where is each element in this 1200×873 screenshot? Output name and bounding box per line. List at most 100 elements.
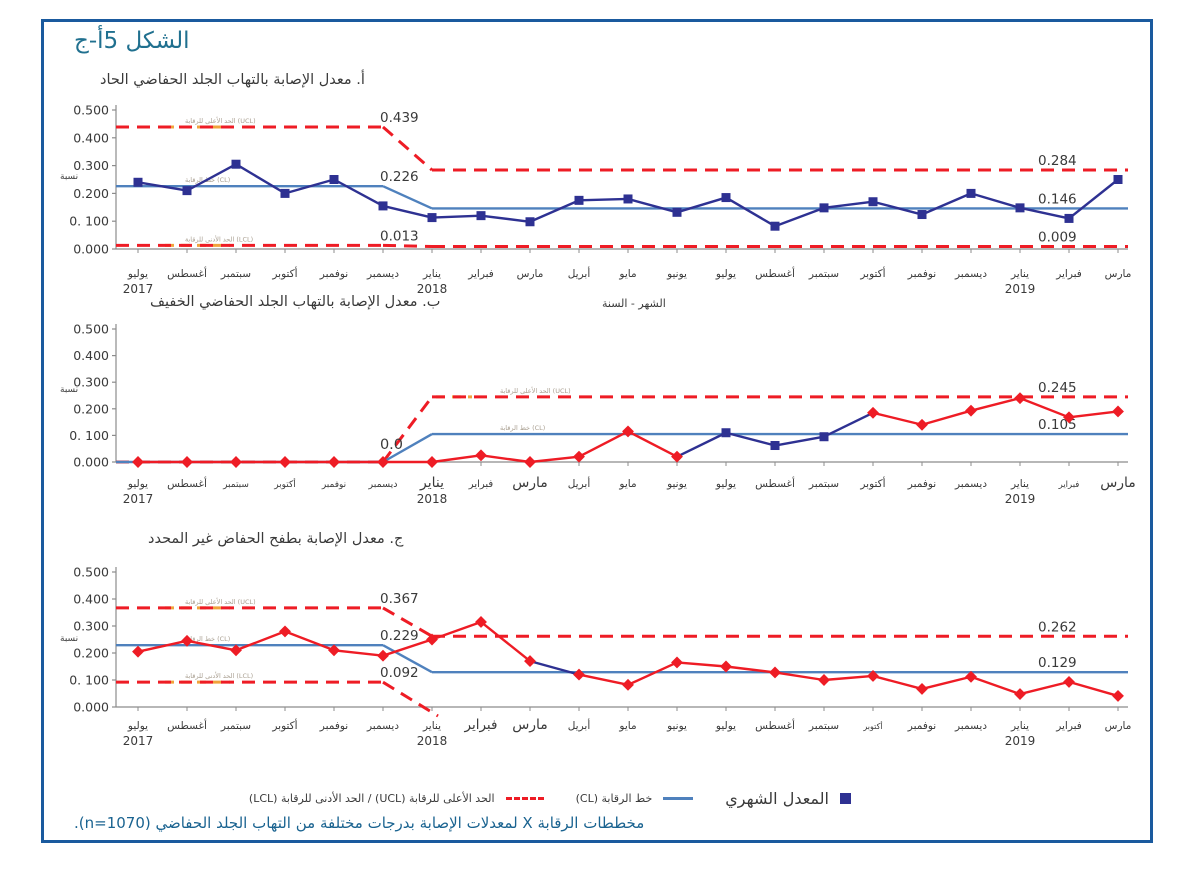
figure-caption: مخططات الرقابة X لمعدلات الإصابة بدرجات … xyxy=(74,814,645,832)
data-point xyxy=(181,456,193,468)
data-point xyxy=(769,666,781,679)
year-label: 2019 xyxy=(1005,734,1036,748)
chart-b-title: ب. معدل الإصابة بالتهاب الجلد الحفاضي ال… xyxy=(150,294,441,310)
data-point xyxy=(377,649,389,662)
data-point xyxy=(525,217,535,227)
figure-title: الشكل 5أ-ج xyxy=(74,28,190,54)
month-label: ديسمبر xyxy=(954,268,987,280)
month-label: يوليو xyxy=(127,478,148,490)
data-point xyxy=(1015,203,1025,213)
data-point xyxy=(524,456,536,468)
month-label: مارس xyxy=(1100,475,1136,491)
month-label: أبريل xyxy=(568,718,591,732)
data-point xyxy=(132,456,144,468)
value-label: 0.0 xyxy=(380,437,403,453)
chart-c: 0.500 0.400 0.300 0.200 0. 100 0.000 0.367 0.22… xyxy=(69,565,1131,749)
month-label: مايو xyxy=(618,478,636,490)
month-label: سبتمبر xyxy=(220,268,251,280)
year-label: 2018 xyxy=(417,282,448,296)
month-label: أغسطس xyxy=(167,266,207,280)
y-tick-label: 0.200 xyxy=(73,401,109,416)
month-label: يناير xyxy=(419,475,444,491)
month-label: يناير xyxy=(422,720,441,732)
month-label: مايو xyxy=(618,268,636,280)
lcl-line-annotation: الحد الأدنى للرقابة (LCL) xyxy=(185,234,253,243)
value-label: 0.284 xyxy=(1038,153,1077,169)
data-point xyxy=(966,188,976,198)
data-point xyxy=(427,213,437,223)
data-point xyxy=(280,188,290,198)
y-tick-label: 0.500 xyxy=(73,322,109,337)
data-point xyxy=(819,432,829,442)
month-label: نوفمبر xyxy=(907,720,936,732)
y-tick-label: 0.200 xyxy=(73,186,109,201)
axes: 0.500 0.400 0.300 0.200 0. 100 0.000 xyxy=(69,103,1128,257)
data-point xyxy=(965,404,977,417)
cl-line-annotation: خط الرقابة (CL) xyxy=(185,635,230,643)
data-series xyxy=(132,392,1124,468)
y-tick-label: 0.000 xyxy=(73,700,109,715)
month-label: أكتوبر xyxy=(271,718,297,732)
month-label: يوليو xyxy=(715,720,736,732)
data-point xyxy=(671,656,683,669)
month-label: أغسطس xyxy=(755,476,795,490)
legend-item-monthly-rate: المعدل الشهري xyxy=(725,789,851,808)
month-label: سبتمبر xyxy=(808,268,839,280)
y-tick-label: 0.000 xyxy=(73,242,109,257)
data-point xyxy=(1064,213,1074,223)
data-series xyxy=(133,159,1123,231)
data-point xyxy=(230,456,242,468)
month-labels: يوليو أغسطس سبتمبر أكتوبر نوفمبر ديسمبر يناير ف… xyxy=(123,266,1132,296)
data-point xyxy=(721,193,731,203)
month-label: مارس xyxy=(1105,268,1132,280)
month-label: فبراير xyxy=(1055,720,1082,732)
data-point xyxy=(770,441,780,451)
data-point xyxy=(573,450,585,463)
data-point xyxy=(475,449,487,462)
data-point xyxy=(770,221,780,231)
value-label: 0.129 xyxy=(1038,655,1077,671)
cl-line xyxy=(116,184,1128,210)
month-label: ديسمبر xyxy=(366,268,399,280)
month-label: يوليو xyxy=(127,720,148,732)
value-label: 0.367 xyxy=(380,591,419,607)
axes: 0.500 0.400 0.300 0.200 0. 100 0.000 xyxy=(69,322,1128,470)
month-label: سبتمبر xyxy=(808,720,839,732)
y-tick-label: 0.000 xyxy=(73,455,109,470)
chart-b: 0.500 0.400 0.300 0.200 0. 100 0.000 0.0 0.2450… xyxy=(69,322,1136,507)
ucl-line xyxy=(116,606,1128,638)
chart-a-title: أ. معدل الإصابة بالتهاب الجلد الحفاضي ال… xyxy=(100,72,365,88)
value-label: 0.226 xyxy=(380,169,419,185)
year-label: 2017 xyxy=(123,734,154,748)
data-point xyxy=(133,177,143,187)
value-label: 0.013 xyxy=(380,228,419,244)
data-point xyxy=(1112,689,1124,702)
y-tick-label: 0.300 xyxy=(73,375,109,390)
data-point xyxy=(1063,675,1075,688)
month-label: نوفمبر xyxy=(321,480,346,490)
data-point xyxy=(721,428,731,438)
data-point xyxy=(623,194,633,204)
cl-line-annotation: خط الرقابة (CL) xyxy=(500,424,545,432)
data-point xyxy=(1112,405,1124,418)
ucl-line-annotation: الحد الأعلى للرقابة (UCL) xyxy=(185,597,256,606)
month-label: أغسطس xyxy=(167,476,207,490)
data-point xyxy=(378,201,388,211)
y-tick-label: 0. 100 xyxy=(69,214,109,229)
data-point xyxy=(868,197,878,207)
ucl-line xyxy=(116,395,1128,464)
y-tick-label: 0.300 xyxy=(73,619,109,634)
year-label: 2019 xyxy=(1005,492,1036,506)
month-labels: يوليو أغسطس سبتمبر أكتوبر نوفمبر ديسمبر يناير ف… xyxy=(123,717,1132,748)
month-label: ديسمبر xyxy=(954,478,987,490)
y-tick-label: 0.500 xyxy=(73,565,109,580)
y-tick-label: 0.400 xyxy=(73,348,109,363)
month-label: نوفمبر xyxy=(319,720,348,732)
year-label: 2017 xyxy=(123,282,154,296)
month-label: يناير xyxy=(1010,268,1029,280)
y-tick-label: 0.400 xyxy=(73,592,109,607)
value-label: 0.439 xyxy=(380,110,419,126)
month-label: نوفمبر xyxy=(907,478,936,490)
chart-b-y-axis-title: نسبة xyxy=(60,385,79,395)
